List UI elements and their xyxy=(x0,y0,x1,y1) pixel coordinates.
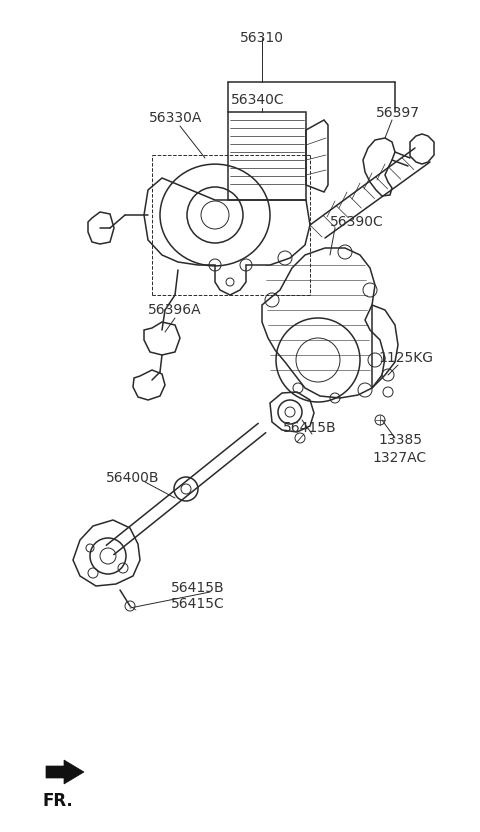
Text: 56415B: 56415B xyxy=(171,581,225,595)
Text: 56390C: 56390C xyxy=(330,215,384,229)
Text: 56340C: 56340C xyxy=(231,93,285,107)
Polygon shape xyxy=(46,760,84,784)
Text: 56396A: 56396A xyxy=(148,303,202,317)
Text: FR.: FR. xyxy=(42,792,73,810)
Text: 56310: 56310 xyxy=(240,31,284,45)
Text: 1327AC: 1327AC xyxy=(373,451,427,465)
Text: 1125KG: 1125KG xyxy=(379,351,433,365)
Text: 56330A: 56330A xyxy=(149,111,203,125)
Text: 56400B: 56400B xyxy=(106,471,160,485)
Text: 13385: 13385 xyxy=(378,433,422,447)
Text: 56415B: 56415B xyxy=(283,421,337,435)
Text: 56415C: 56415C xyxy=(171,597,225,611)
Text: 56397: 56397 xyxy=(376,106,420,120)
